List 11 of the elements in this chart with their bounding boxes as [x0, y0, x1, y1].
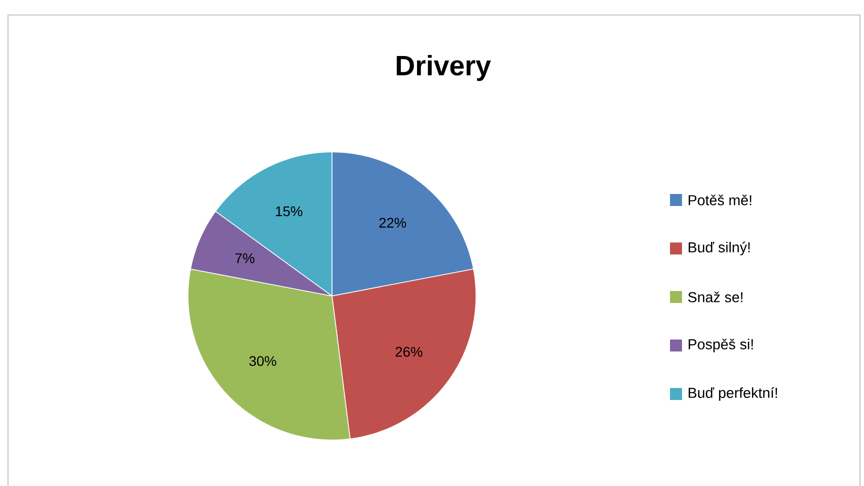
data-label: 15% [276, 206, 302, 216]
data-label: 26% [396, 346, 422, 357]
chart-title: Drivery [396, 54, 491, 81]
legend-label: Buď perfektní! [688, 387, 777, 401]
data-label: 7% [235, 253, 254, 264]
legend-label: Buď silný! [688, 242, 750, 256]
legend-label: Potěš mě! [688, 194, 752, 206]
legend-label: Pospěš si! [688, 338, 753, 352]
data-label: 30% [249, 356, 276, 366]
legend-label: Snaž se! [688, 292, 742, 302]
data-label: 22% [379, 218, 406, 228]
